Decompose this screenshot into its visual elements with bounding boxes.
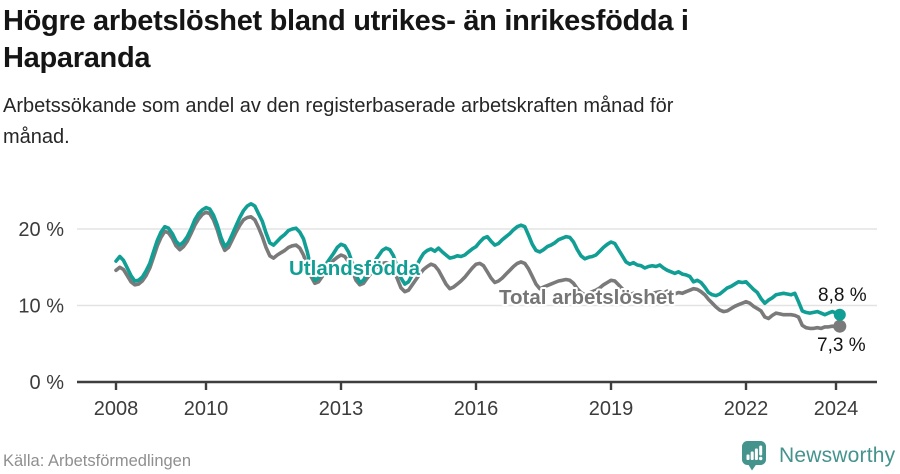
y-tick-label: 10 % bbox=[18, 296, 64, 318]
x-tick-label: 2016 bbox=[454, 398, 499, 420]
line-utlandsfodda bbox=[114, 202, 842, 317]
chart-series bbox=[114, 202, 847, 333]
source-attribution: Källa: Arbetsförmedlingen bbox=[3, 452, 192, 470]
line-total-arbetsloshet bbox=[114, 210, 842, 331]
page-subtitle: Arbetssökande som andel av den registerb… bbox=[3, 95, 674, 148]
gridlines: 20 % 10 % 0 % bbox=[18, 219, 877, 394]
x-tick-label: 2019 bbox=[589, 398, 634, 420]
end-value-total: 7,3 % bbox=[817, 335, 866, 356]
x-axis: 2008 2010 2013 2016 2019 2022 2024 bbox=[94, 382, 859, 420]
x-tick-label: 2022 bbox=[724, 398, 769, 420]
page-title: Högre arbetslöshet bland utrikes- än inr… bbox=[3, 5, 689, 74]
end-value-utlandsfodda: 8,8 % bbox=[818, 285, 867, 306]
y-tick-label: 0 % bbox=[30, 372, 65, 394]
x-tick-label: 2024 bbox=[814, 398, 859, 420]
newsworthy-icon bbox=[742, 441, 766, 471]
series-label-total: Total arbetslöshet bbox=[499, 286, 674, 309]
newsworthy-logo: Newsworthy bbox=[741, 439, 895, 472]
unemployment-line-chart: 20 % 10 % 0 % 2008 2010 2013 2016 2019 2022 2024… bbox=[18, 202, 877, 420]
y-tick-label: 20 % bbox=[18, 219, 64, 241]
end-dot-utlandsfodda bbox=[833, 308, 846, 321]
newsworthy-wordmark: Newsworthy bbox=[779, 444, 896, 467]
x-tick-label: 2010 bbox=[184, 398, 229, 420]
series-label-utlandsfodda: Utlandsfödda bbox=[289, 257, 421, 280]
x-tick-label: 2013 bbox=[319, 398, 364, 420]
end-dot-total bbox=[833, 319, 847, 333]
x-tick-label: 2008 bbox=[94, 398, 139, 420]
